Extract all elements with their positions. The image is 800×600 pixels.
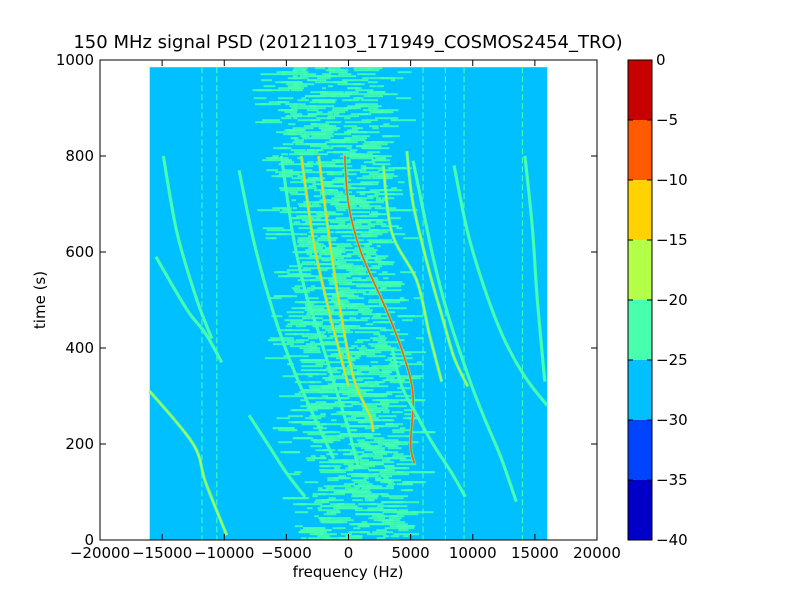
signal-track [453,165,548,407]
colorbar-segment [628,180,652,240]
signal-track [412,160,517,502]
signal-track [406,151,469,387]
signal-tracks [148,151,549,536]
signal-track [317,155,375,433]
x-tick-label: −5000 [261,544,312,562]
colorbar-tick-label: −25 [656,351,688,369]
x-tick-label: 20000 [573,544,621,562]
colorbar-segment [628,120,652,180]
x-tick-label: 15000 [511,544,559,562]
colorbar-tick-label: −5 [656,111,678,129]
colorbar-segment [628,240,652,300]
colorbar-segment [628,360,652,420]
signal-track [300,155,350,387]
chart-title: 150 MHz signal PSD (20121103_171949_COSM… [73,32,622,53]
y-tick-label: 400 [65,339,94,357]
colorbar-tick-label: −20 [656,291,688,309]
x-tick-label: −10000 [194,544,254,562]
colorbar-segment [628,300,652,360]
colorbar-tick-label: −15 [656,231,688,249]
central-noise-band [252,67,436,540]
x-tick-label: 0 [344,544,354,562]
x-axis-ticks: −20000 −15000 −10000 −5000 0 5000 10000 15000 20… [70,60,621,562]
y-tick-label: 1000 [56,51,94,69]
signal-track [238,170,335,459]
x-tick-label: 10000 [449,544,497,562]
y-axis-ticks: 0 200 400 600 800 1000 [56,51,597,549]
y-tick-label: 0 [84,531,94,549]
y-tick-label: 800 [65,147,94,165]
colorbar-tick-label: −35 [656,471,688,489]
signal-track [391,347,466,498]
signal-track [524,155,546,382]
colorbar-tick-label: −40 [656,531,688,549]
plot-area: −20000 −15000 −10000 −5000 0 5000 10000 15000 20… [56,51,621,562]
x-axis-label: frequency (Hz) [293,563,404,581]
colorbar-tick-label: 0 [656,51,666,69]
signal-track [248,414,306,498]
x-tick-label: 5000 [392,544,430,562]
colorbar-tick-label: −10 [656,171,688,189]
y-tick-label: 600 [65,243,94,261]
signal-track [149,390,228,536]
signal-track [343,155,416,464]
signal-track [155,256,223,363]
x-tick-label: −15000 [132,544,192,562]
signal-track [162,155,213,339]
colorbar-segment [628,480,652,540]
signal-track [280,155,360,469]
colorbar-segment [628,420,652,480]
x-tick-label: −20000 [70,544,130,562]
signal-track [382,165,443,382]
colorbar-tick-label: −30 [656,411,688,429]
y-axis-label: time (s) [31,271,49,329]
colorbar-segment [628,60,652,120]
y-tick-label: 200 [65,435,94,453]
colorbar: −40 −35 −30 −25 −20 −15 −10 −5 0 [627,51,688,549]
